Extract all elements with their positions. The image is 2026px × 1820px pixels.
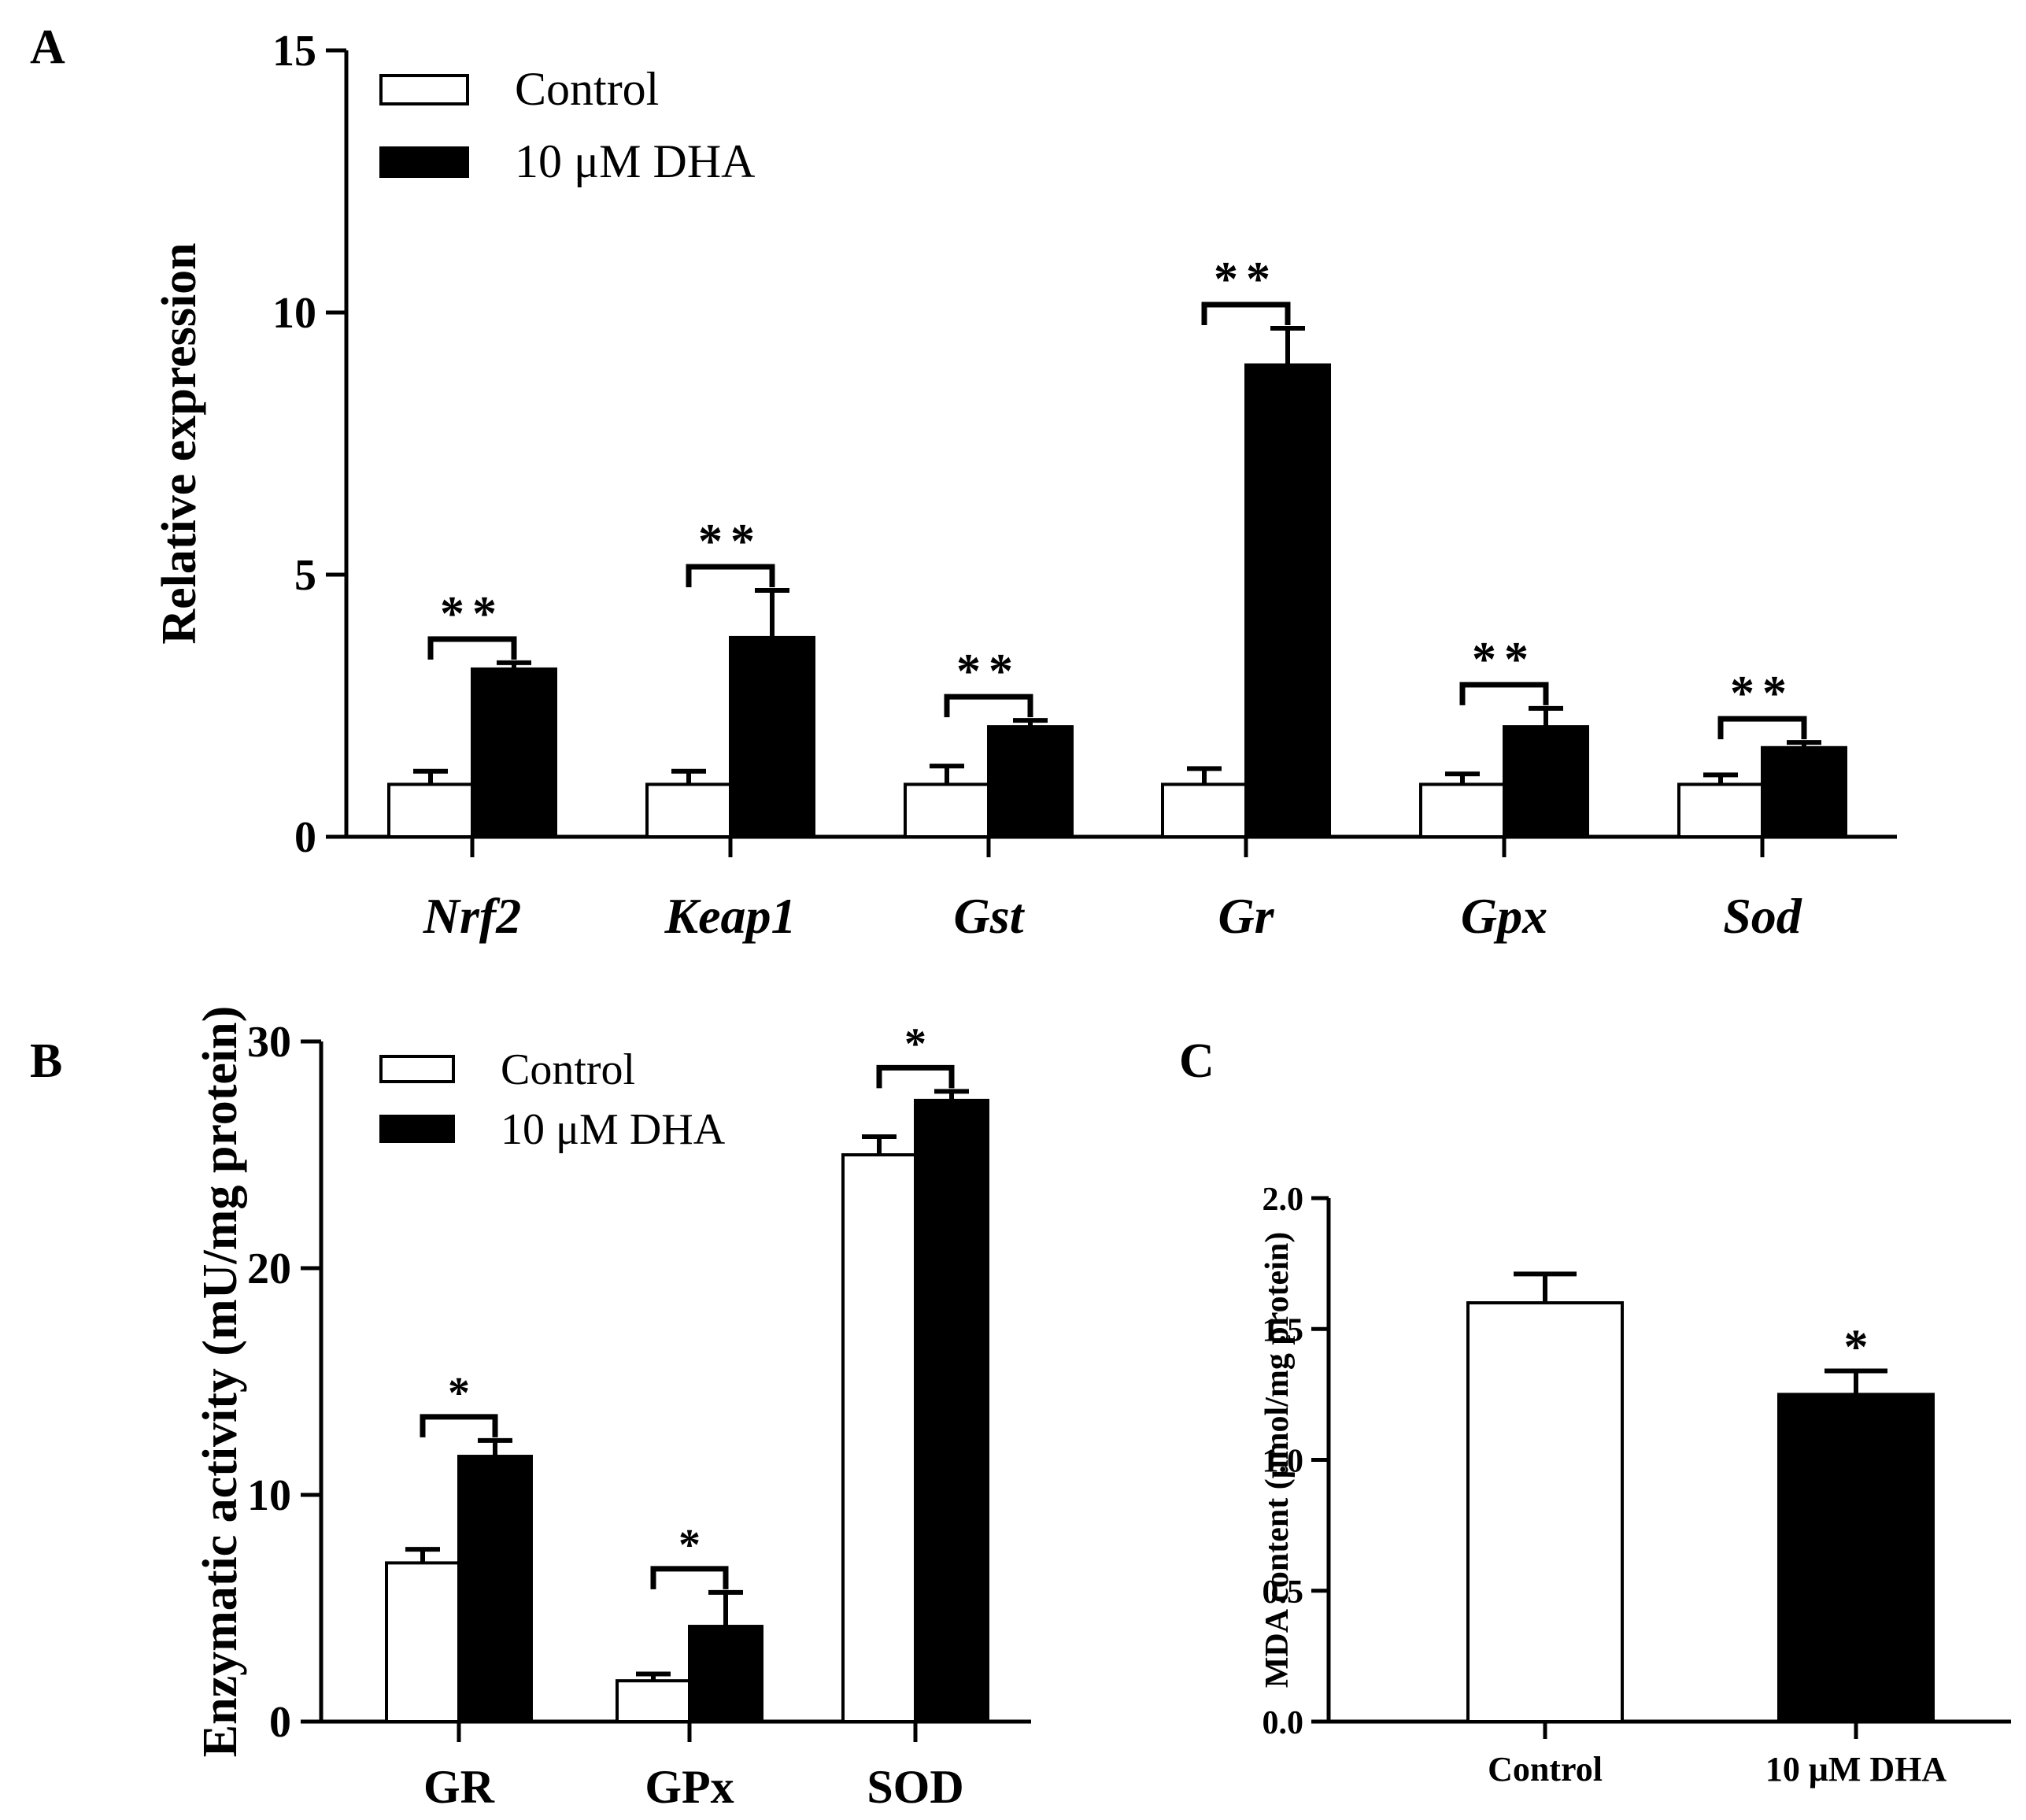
legend-swatch [379, 146, 469, 178]
significance-marker: ** [1214, 253, 1278, 306]
significance-marker: ** [440, 587, 505, 641]
significance-bracket [1201, 301, 1291, 325]
y-axis-label: MDA content (μmol/mg protein) [1259, 1232, 1296, 1688]
bar-control [616, 1679, 691, 1723]
y-tick-label: 2.0 [1263, 1182, 1304, 1218]
significance-marker: ** [698, 515, 763, 568]
bar-dha [457, 1455, 533, 1724]
legend-label: 10 μM DHA [515, 135, 756, 187]
significance-bracket [420, 1414, 498, 1437]
x-tick-label: Sod [1723, 888, 1802, 944]
bar-dha [1761, 745, 1847, 839]
y-tick-label: 10 [272, 289, 316, 338]
x-tick-label: GR [423, 1761, 495, 1813]
significance-bracket [1717, 716, 1807, 740]
x-tick-label: 10 μM DHA [1765, 1750, 1947, 1789]
bar-control [1677, 782, 1764, 839]
significance-marker: * [904, 1019, 926, 1068]
panel-a: 0 5 10 15 Relative expression Nrf2 ** Keap1 ** Gs… [30, 20, 1897, 944]
x-tick-label: Gst [954, 888, 1026, 944]
significance-bracket [876, 1064, 955, 1089]
y-tick-label: 1.0 [1263, 1444, 1304, 1480]
y-axis-label: Relative expression [153, 242, 206, 644]
legend-swatch [379, 1115, 455, 1143]
y-tick-label: 1.5 [1263, 1312, 1304, 1348]
x-tick-label: Gpx [1461, 888, 1547, 944]
y-tick-label: 5 [294, 551, 316, 600]
bar-dha [1777, 1393, 1935, 1723]
bar-control [841, 1153, 917, 1723]
legend-label: Control [515, 63, 659, 115]
significance-marker: ** [1730, 667, 1795, 720]
x-tick-label: Gr [1218, 888, 1274, 944]
panel-label: B [30, 1034, 62, 1088]
legend-label: 10 μM DHA [501, 1105, 726, 1154]
bar-dha [729, 635, 815, 838]
bar-control [1466, 1301, 1624, 1723]
x-tick-label: Nrf2 [423, 888, 521, 944]
bar-control [1419, 782, 1506, 839]
panel-label: C [1179, 1034, 1214, 1088]
y-tick-label: 10 [247, 1471, 291, 1520]
y-tick-label: 20 [247, 1245, 291, 1293]
bar-control [1161, 782, 1248, 839]
y-tick-label: 0 [294, 813, 316, 862]
bar-control [904, 782, 990, 839]
bar-dha [688, 1625, 763, 1724]
y-tick-label: 0.0 [1263, 1705, 1304, 1741]
significance-marker: * [1844, 1320, 1869, 1374]
legend-label: Control [501, 1045, 635, 1094]
bar-dha [1503, 725, 1589, 839]
y-axis-label: Enzymatic activity (mU/mg protein) [194, 1006, 247, 1758]
bar-dha [987, 725, 1074, 839]
x-tick-label: GPx [645, 1761, 734, 1813]
x-tick-label: SOD [867, 1761, 963, 1813]
significance-bracket [427, 636, 517, 660]
legend-swatch [379, 74, 469, 105]
bar-control [645, 782, 732, 839]
y-tick-label: 30 [247, 1018, 291, 1067]
y-tick-label: 0 [269, 1698, 291, 1747]
bar-dha [471, 667, 557, 838]
significance-marker: ** [1472, 633, 1536, 686]
x-tick-label: Keap1 [664, 888, 796, 944]
significance-marker: ** [956, 645, 1021, 698]
significance-marker: * [678, 1521, 701, 1570]
y-tick-label: 0.5 [1263, 1574, 1304, 1611]
significance-bracket [686, 564, 775, 587]
significance-bracket [650, 1566, 729, 1589]
panel-label: A [30, 20, 65, 74]
x-tick-label: Control [1488, 1750, 1603, 1789]
bar-control [385, 1561, 460, 1724]
bar-dha [914, 1098, 989, 1723]
panel-c: 0.0 0.5 1.0 1.5 2.0 MDA content (μmol/mg prot… [1179, 1034, 2011, 1789]
significance-bracket [944, 694, 1033, 718]
significance-marker: * [448, 1369, 470, 1418]
bar-control [387, 782, 474, 839]
significance-bracket [1459, 682, 1549, 705]
bar-dha [1244, 363, 1331, 839]
legend-swatch [379, 1055, 455, 1083]
y-tick-label: 15 [272, 27, 316, 76]
